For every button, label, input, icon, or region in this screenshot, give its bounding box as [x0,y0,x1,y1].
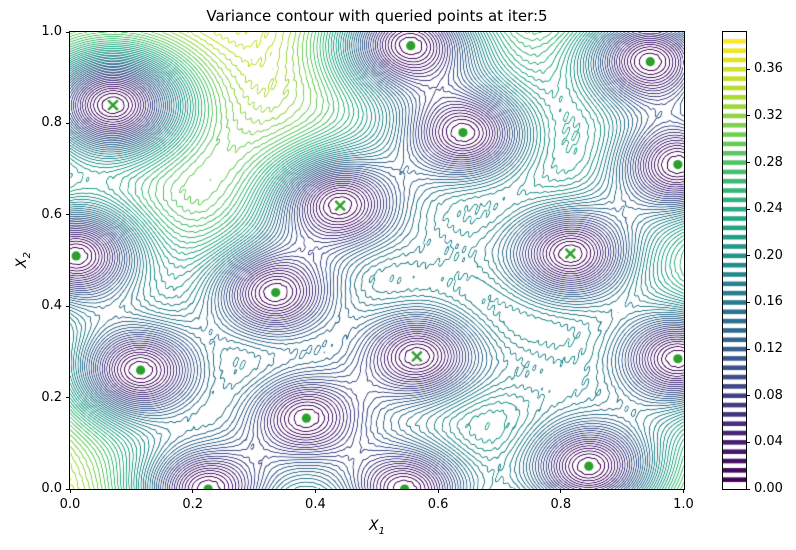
y-tick-mark [66,31,70,33]
x-tick-mark [192,489,194,493]
x-tick-label: 0.4 [305,497,326,512]
y-tick-mark [66,214,70,216]
x-tick-label: 0.0 [59,497,81,512]
colorbar-tick-mark [746,255,750,257]
y-tick-mark [66,122,70,124]
colorbar-tick-label: 0.12 [754,341,783,357]
colorbar-tick-label: 0.32 [754,107,783,123]
y-tick-mark [66,397,70,399]
y-tick-label: 0.2 [41,389,62,405]
colorbar-tick-label: 0.20 [754,247,783,263]
x-axis-label: X1 [347,518,407,537]
x-tick-label: 1.0 [673,497,694,512]
colorbar-tick-mark [746,68,750,70]
x-axis-label-base: X [369,518,379,534]
colorbar-tick-mark [746,488,750,490]
colorbar-tick-mark [746,441,750,443]
x-tick-mark [314,489,316,493]
y-tick-mark [66,305,70,307]
x-tick-label: 0.8 [550,497,572,512]
colorbar-tick-label: 0.00 [754,481,783,496]
colorbar-tick-label: 0.28 [754,154,783,170]
contour-plot-canvas [70,32,684,489]
x-tick-mark [69,489,71,493]
colorbar-tick-mark [746,395,750,397]
plot-frame [69,31,685,490]
colorbar-tick-label: 0.04 [754,434,783,450]
y-axis-label: X2 [14,238,34,282]
y-tick-label: 0.0 [41,481,62,496]
x-axis-label-sub: 1 [378,525,385,537]
colorbar-tick-label: 0.08 [754,387,783,403]
y-tick-mark [66,488,70,490]
y-tick-label: 1.0 [41,24,62,39]
y-tick-label: 0.8 [41,115,62,131]
y-axis-label-base: X [14,258,30,268]
x-tick-label: 0.6 [427,497,449,512]
y-axis-label-sub: 2 [21,252,33,259]
y-tick-label: 0.6 [41,206,62,222]
colorbar-tick-mark [746,162,750,164]
colorbar-tick-mark [746,348,750,350]
x-tick-mark [560,489,562,493]
y-tick-label: 0.4 [41,298,62,314]
colorbar-tick-mark [746,301,750,303]
x-tick-mark [683,489,684,493]
colorbar-tick-label: 0.16 [754,294,783,310]
colorbar-frame [722,31,747,490]
x-tick-mark [437,489,439,493]
colorbar [723,32,746,489]
chart-title: Variance contour with queried points at … [206,7,548,25]
x-tick-label: 0.2 [182,497,204,512]
colorbar-tick-mark [746,208,750,210]
colorbar-tick-label: 0.36 [754,61,783,77]
colorbar-tick-mark [746,115,750,117]
colorbar-tick-label: 0.24 [754,201,783,217]
